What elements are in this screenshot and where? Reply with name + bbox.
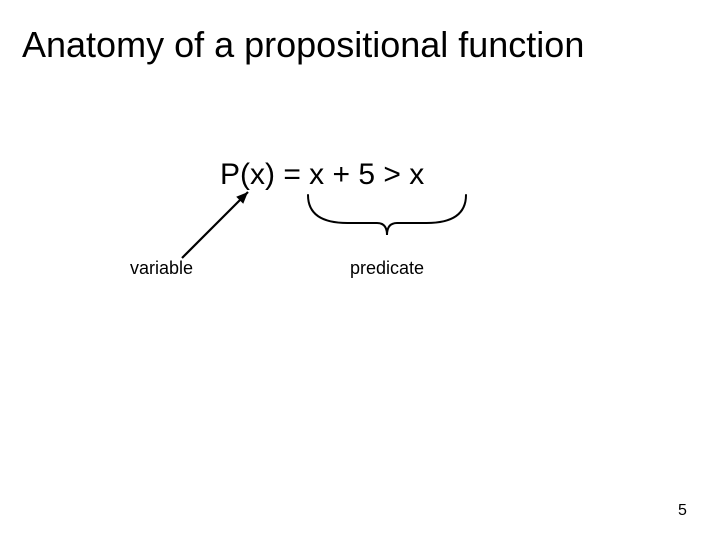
variable-label: variable xyxy=(130,258,193,279)
page-number: 5 xyxy=(678,502,687,520)
predicate-label: predicate xyxy=(350,258,424,279)
arrow-variable-to-x xyxy=(182,192,248,258)
equation-text: P(x) = x + 5 > x xyxy=(220,158,424,192)
brace-predicate xyxy=(308,195,466,235)
slide-title: Anatomy of a propositional function xyxy=(22,24,584,66)
